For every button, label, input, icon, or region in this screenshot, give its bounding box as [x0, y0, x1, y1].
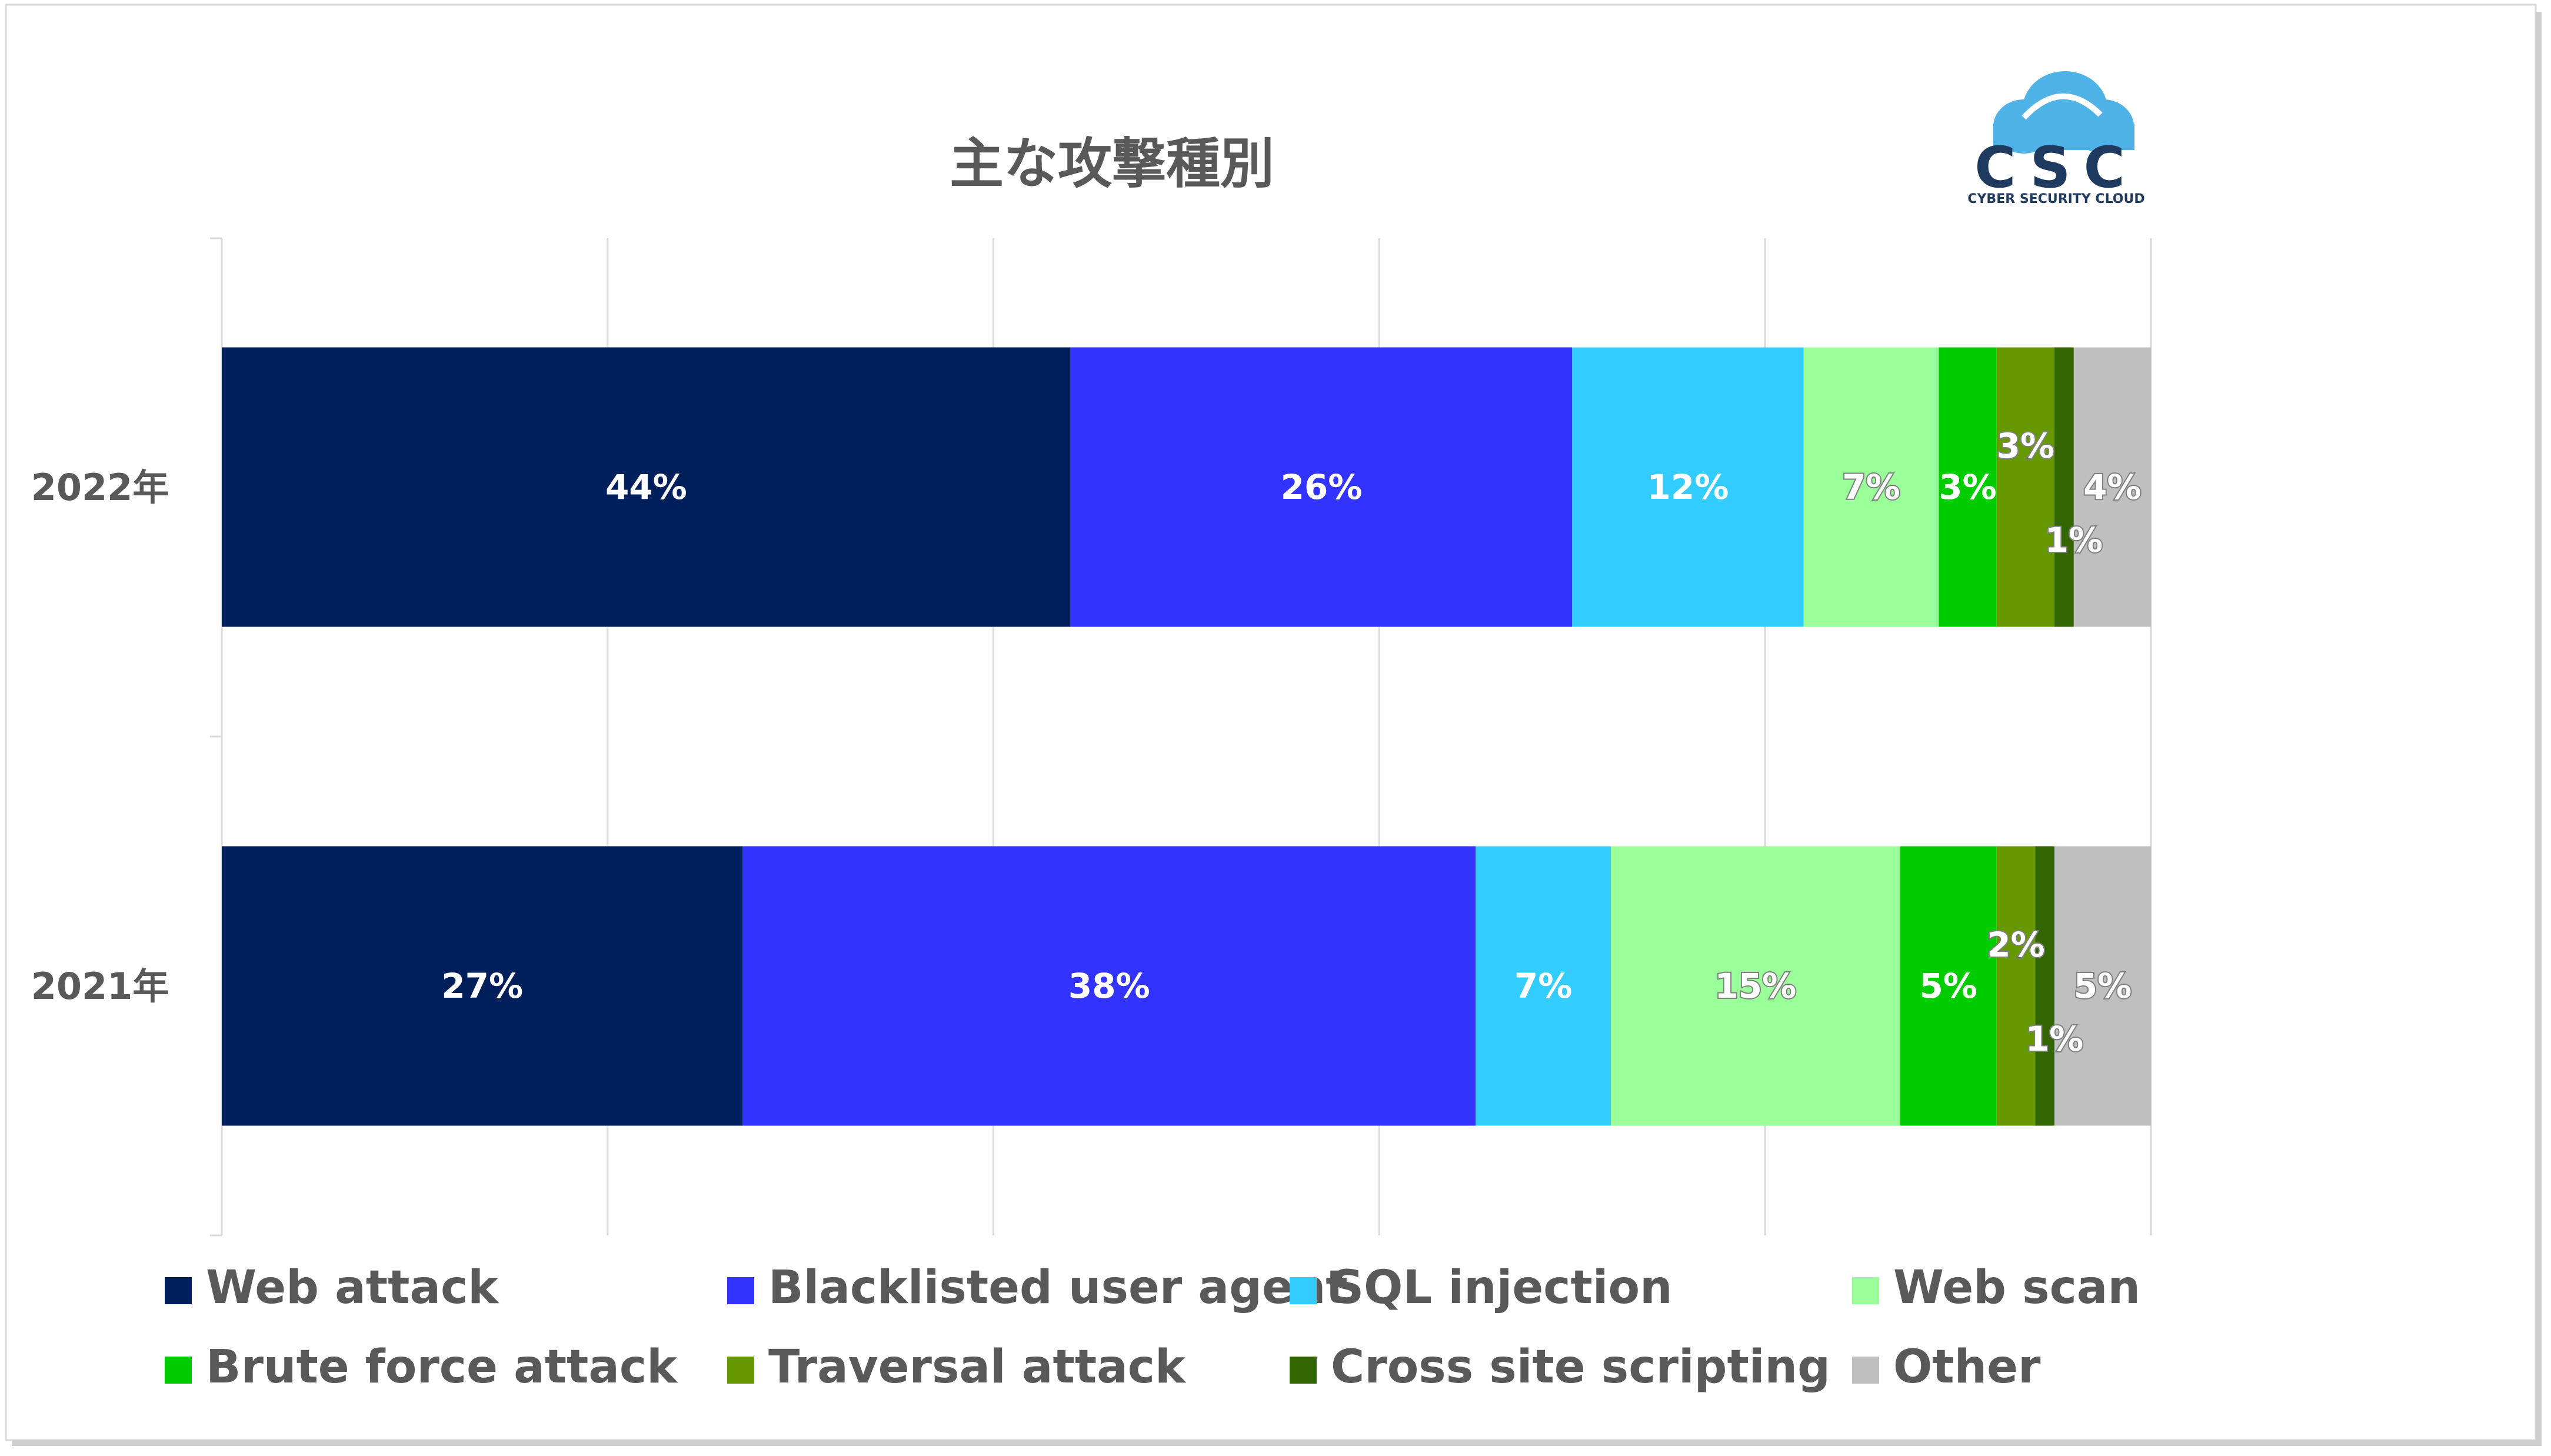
bar-segment [222, 347, 1071, 627]
legend-label: Blacklisted user agent [768, 1261, 1348, 1314]
data-label: 3% [1939, 467, 1996, 507]
legend-swatch [727, 1357, 754, 1384]
data-label: 7% [1842, 467, 1900, 507]
bar-segment [1996, 347, 2055, 627]
legend-swatch [165, 1277, 192, 1304]
bar-segment [2073, 347, 2151, 627]
legend-swatch [1852, 1357, 1879, 1384]
bar-segment [1070, 347, 1573, 627]
bar-segment [1572, 347, 1804, 627]
logo-text: CSC [1974, 135, 2138, 201]
bar-segment [2054, 846, 2151, 1126]
bar-segment [742, 846, 1476, 1126]
data-label: 3% [1997, 426, 2054, 466]
legend-label: SQL injection [1331, 1261, 1673, 1314]
logo-subtext: CYBER SECURITY CLOUD [1967, 192, 2144, 206]
legend-label: Brute force attack [206, 1341, 678, 1394]
legend-label: Web attack [206, 1261, 499, 1314]
bar-segment [1900, 846, 1997, 1126]
legend-label: Web scan [1893, 1261, 2140, 1314]
bar-segment [1476, 846, 1611, 1126]
category-label: 2022年 [31, 466, 169, 509]
legend-swatch [727, 1277, 754, 1304]
data-label: 1% [2026, 1019, 2083, 1059]
category-labels: 2022年 2021年 [31, 466, 169, 1008]
data-label: 7% [1514, 966, 1572, 1006]
data-label: 27% [441, 966, 523, 1006]
chart-border [5, 4, 2537, 1441]
data-labels: 44% 26% 12% 7% 3%3%1%4%27% 38% 7% 15% 5%2%1%5% [441, 425, 2142, 1060]
data-label: 2% [1987, 925, 2044, 965]
data-label: 38% [1068, 966, 1150, 1006]
data-label: 15% [1714, 966, 1796, 1006]
bar-segment [1803, 347, 1939, 627]
legend-swatch [1852, 1277, 1879, 1304]
category-label: 2021年 [31, 965, 169, 1008]
data-label: 44% [605, 467, 687, 507]
legend-swatch [1290, 1357, 1317, 1384]
csc-logo: CSC CYBER SECURITY CLOUD [1967, 71, 2145, 206]
data-label: 4% [2083, 467, 2141, 507]
bar-segment [1610, 846, 1900, 1126]
bar-segment [1939, 347, 1997, 627]
legend-label: Other [1893, 1341, 2041, 1394]
data-label: 5% [1919, 966, 1977, 1006]
bars [222, 347, 2151, 1126]
bar-segment [222, 846, 743, 1126]
legend-label: Traversal attack [768, 1341, 1187, 1394]
legend-label: Cross site scripting [1331, 1341, 1830, 1394]
chart-title: 主な攻撃種別 [950, 132, 1274, 195]
data-label: 1% [2045, 520, 2103, 560]
legend-swatch [165, 1357, 192, 1384]
bar-segment [1996, 846, 2036, 1126]
data-label: 12% [1647, 467, 1729, 507]
data-label: 5% [2074, 966, 2132, 1006]
border-shadow-right [2536, 12, 2542, 1444]
bar-segment [2035, 846, 2055, 1126]
bar-segment [2054, 347, 2074, 627]
border-shadow-bottom [12, 1440, 2542, 1446]
legend-swatch [1290, 1277, 1317, 1304]
cloud-icon [1993, 71, 2134, 154]
data-label: 26% [1281, 467, 1363, 507]
